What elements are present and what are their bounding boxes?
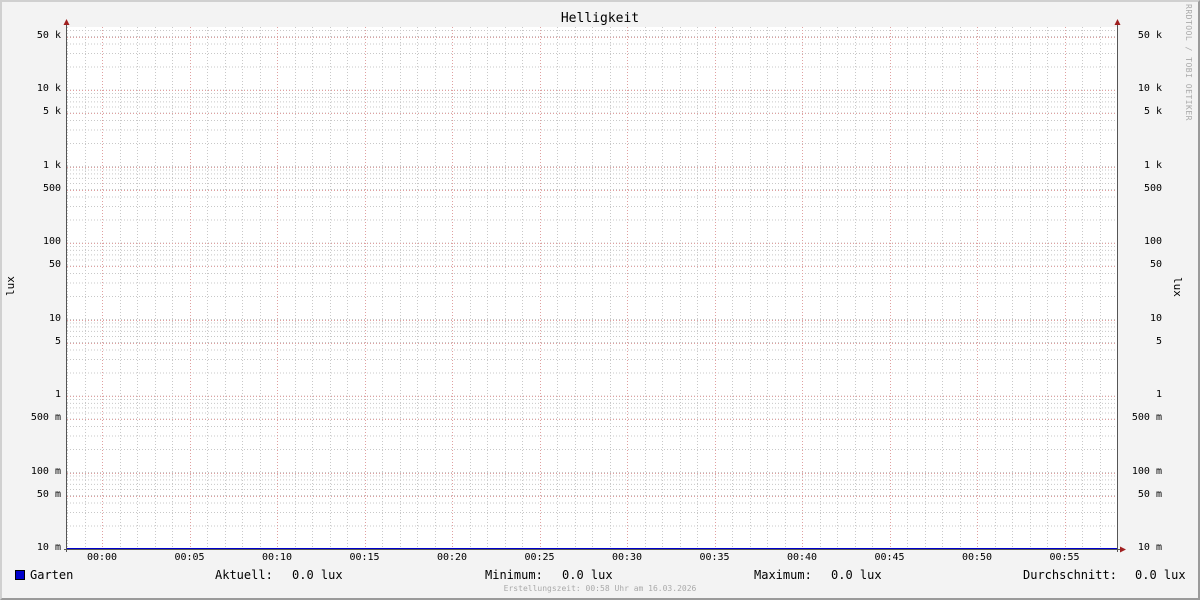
x-tick-label: 00:40: [786, 552, 818, 563]
legend-avg-value: 0.0 lux: [1135, 568, 1186, 582]
chart-title: Helligkeit: [560, 11, 640, 26]
y-tick-label-left: 50 m: [36, 488, 61, 500]
x-tick-label: 00:15: [349, 552, 380, 563]
y-tick-label-right: 500 m: [1131, 412, 1162, 424]
legend-series-name: Garten: [30, 568, 74, 582]
legend-max-value: 0.0 lux: [831, 568, 882, 582]
y-tick-label-right: 100 m: [1131, 465, 1162, 477]
y-axis-arrow-left: [63, 19, 70, 25]
x-tick-label: 00:30: [611, 552, 643, 563]
y-tick-label-right: 100: [1143, 236, 1162, 247]
y-tick-label-left: 500 m: [30, 412, 61, 424]
y-tick-label-left: 1 k: [42, 159, 61, 171]
x-tick-label: 00:50: [961, 552, 993, 563]
y-tick-label-right: 5 k: [1143, 106, 1162, 118]
footer-timestamp: Erstellungszeit: 00:58 Uhr am 16.03.2026: [503, 584, 697, 593]
y-tick-label-left: 10 k: [36, 83, 61, 94]
y-tick-label-right: 10: [1149, 312, 1162, 324]
x-tick-label: 00:45: [874, 552, 905, 563]
watermark: RRDTOOL / TOBI OETIKER: [1184, 4, 1193, 121]
y-tick-label-left: 50: [48, 259, 61, 271]
y-tick-label-left: 500: [42, 182, 61, 194]
y-tick-label-left: 5 k: [42, 106, 61, 118]
legend-max-label: Maximum:: [754, 568, 812, 582]
legend-avg-label: Durchschnitt:: [1023, 568, 1117, 582]
y-tick-label-right: 1 k: [1143, 159, 1162, 171]
x-tick-label: 00:05: [174, 552, 205, 563]
x-tick-label: 00:00: [86, 552, 118, 563]
y-tick-label-right: 50 m: [1137, 488, 1162, 500]
y-tick-label-right: 10 k: [1137, 83, 1162, 94]
x-tick-label: 00:35: [699, 552, 730, 563]
y-tick-label-left: 100 m: [30, 465, 61, 477]
legend-swatch-garten: [15, 570, 25, 580]
y-axis-label-right: lux: [1171, 277, 1184, 297]
y-axis-arrow-right: [1114, 19, 1121, 25]
legend-min-value: 0.0 lux: [562, 568, 613, 582]
x-tick-label: 00:55: [1049, 552, 1080, 563]
x-tick-label: 00:20: [436, 552, 468, 563]
y-tick-label-right: 50 k: [1137, 29, 1162, 41]
x-tick-label: 00:10: [261, 552, 293, 563]
y-tick-label-right: 5: [1155, 335, 1162, 347]
y-tick-label-left: 10: [48, 312, 61, 324]
y-tick-label-left: 1: [54, 389, 61, 400]
y-tick-label-left: 100: [42, 236, 61, 247]
legend-current-value: 0.0 lux: [292, 568, 343, 582]
y-tick-label-right: 50: [1149, 259, 1162, 271]
y-axis-label-left: lux: [4, 276, 17, 296]
legend-current-label: Aktuell:: [215, 568, 273, 582]
x-tick-label: 00:25: [524, 552, 555, 563]
y-tick-label-right: 10 m: [1137, 542, 1162, 553]
x-axis-arrow: [1120, 546, 1126, 553]
y-tick-label-right: 1: [1155, 389, 1162, 400]
legend-min-label: Minimum:: [485, 568, 543, 582]
y-tick-label-left: 50 k: [36, 29, 61, 41]
y-tick-label-right: 500: [1143, 182, 1162, 194]
y-tick-label-left: 5: [54, 335, 61, 347]
y-tick-label-left: 10 m: [36, 542, 61, 553]
